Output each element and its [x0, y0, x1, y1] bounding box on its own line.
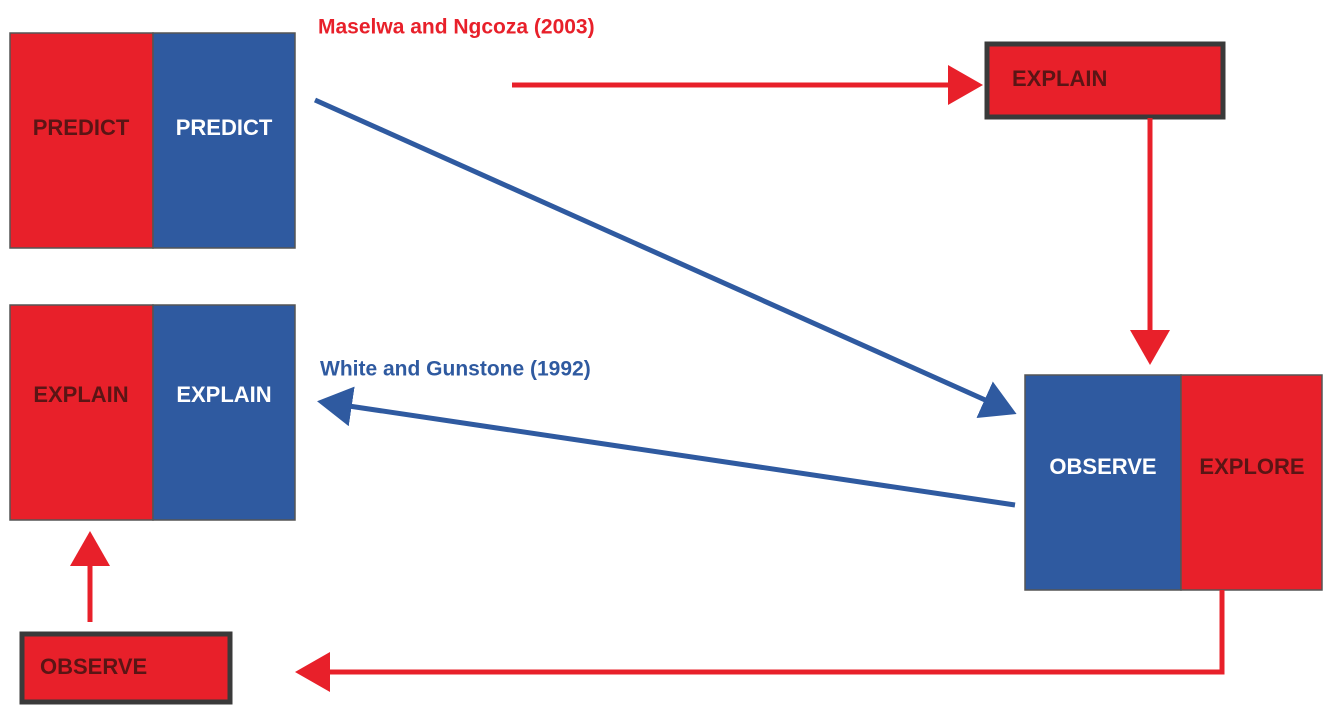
box-panel [152, 32, 296, 249]
arrow [317, 386, 1016, 508]
box-panel [9, 32, 154, 249]
node-label: EXPLAIN [1012, 66, 1107, 91]
node-label: EXPLORE [1199, 454, 1304, 479]
node-label: EXPLAIN [33, 382, 128, 407]
box-panel [9, 304, 154, 521]
arrow [313, 97, 1017, 418]
node-label: PREDICT [33, 115, 130, 140]
reference-blue: White and Gunstone (1992) [320, 358, 591, 381]
node-label: OBSERVE [1049, 454, 1156, 479]
box-panel [1180, 374, 1323, 591]
node-label: PREDICT [176, 115, 273, 140]
arrow [295, 590, 1225, 692]
node-label: EXPLAIN [176, 382, 271, 407]
box-panel [152, 304, 296, 521]
reference-red: Maselwa and Ngcoza (2003) [318, 16, 595, 39]
box-panel [1024, 374, 1182, 591]
box [19, 631, 233, 705]
box [984, 41, 1226, 120]
node-label: OBSERVE [40, 654, 147, 679]
